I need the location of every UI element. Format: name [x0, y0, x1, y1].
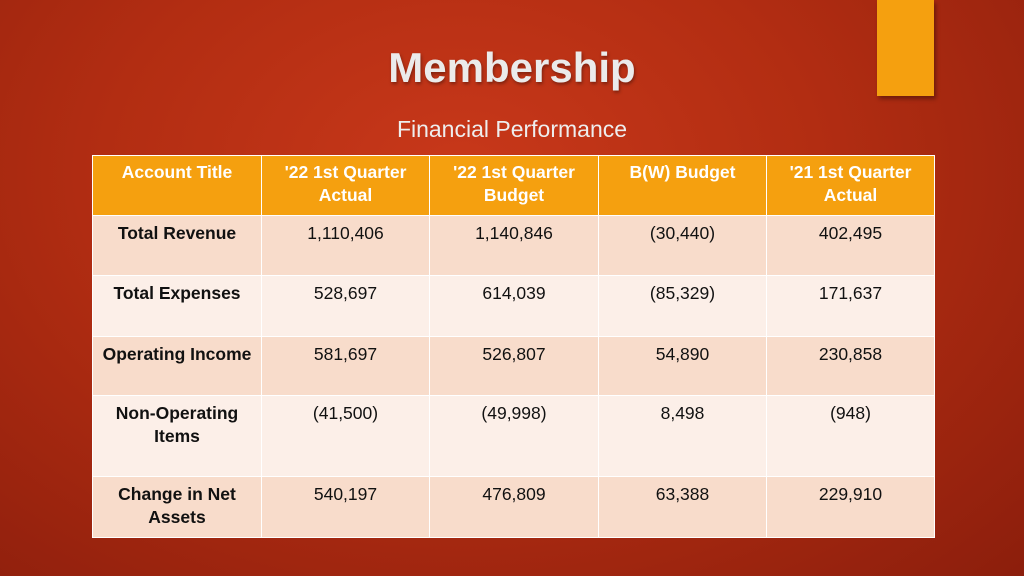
- value-cell: 581,697: [261, 336, 430, 396]
- value-cell: 230,858: [766, 336, 935, 396]
- value-cell: (85,329): [598, 275, 767, 337]
- table-row: Operating Income 581,697 526,807 54,890 …: [92, 336, 935, 396]
- table-header-row: Account Title '22 1st Quarter Actual '22…: [92, 155, 935, 216]
- table-row: Non-Operating Items (41,500) (49,998) 8,…: [92, 395, 935, 477]
- value-cell: (49,998): [429, 395, 599, 477]
- slide-title: Membership: [388, 44, 636, 91]
- account-title-cell: Total Revenue: [92, 215, 262, 276]
- value-cell: (948): [766, 395, 935, 477]
- table-row: Change in Net Assets 540,197 476,809 63,…: [92, 476, 935, 538]
- header-22-q1-budget: '22 1st Quarter Budget: [429, 155, 599, 216]
- value-cell: 54,890: [598, 336, 767, 396]
- account-title-cell: Change in Net Assets: [92, 476, 262, 538]
- header-21-q1-actual: '21 1st Quarter Actual: [766, 155, 935, 216]
- header-account-title: Account Title: [92, 155, 262, 216]
- account-title-cell: Operating Income: [92, 336, 262, 396]
- value-cell: 1,110,406: [261, 215, 430, 276]
- value-cell: 171,637: [766, 275, 935, 337]
- value-cell: 614,039: [429, 275, 599, 337]
- account-title-cell: Total Expenses: [92, 275, 262, 337]
- header-22-q1-actual: '22 1st Quarter Actual: [261, 155, 430, 216]
- header-bw-budget: B(W) Budget: [598, 155, 767, 216]
- value-cell: 528,697: [261, 275, 430, 337]
- value-cell: 63,388: [598, 476, 767, 538]
- value-cell: 540,197: [261, 476, 430, 538]
- account-title-cell: Non-Operating Items: [92, 395, 262, 477]
- value-cell: 526,807: [429, 336, 599, 396]
- table-row: Total Expenses 528,697 614,039 (85,329) …: [92, 275, 935, 337]
- table-row: Total Revenue 1,110,406 1,140,846 (30,44…: [92, 215, 935, 276]
- value-cell: 402,495: [766, 215, 935, 276]
- slide-subtitle: Financial Performance: [396, 116, 628, 142]
- accent-block: [877, 0, 934, 96]
- value-cell: 8,498: [598, 395, 767, 477]
- value-cell: 476,809: [429, 476, 599, 538]
- value-cell: 229,910: [766, 476, 935, 538]
- value-cell: 1,140,846: [429, 215, 599, 276]
- value-cell: (41,500): [261, 395, 430, 477]
- value-cell: (30,440): [598, 215, 767, 276]
- financial-table: Account Title '22 1st Quarter Actual '22…: [92, 155, 935, 538]
